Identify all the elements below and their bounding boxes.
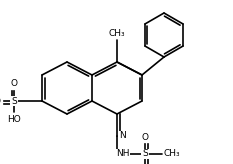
Text: NH: NH bbox=[116, 150, 130, 158]
Text: S: S bbox=[11, 96, 17, 105]
Text: CH₃: CH₃ bbox=[109, 29, 125, 38]
Text: O: O bbox=[141, 133, 148, 142]
Text: S: S bbox=[142, 150, 148, 158]
Text: O: O bbox=[10, 80, 17, 89]
Text: CH₃: CH₃ bbox=[164, 150, 180, 158]
Text: HO: HO bbox=[7, 115, 21, 124]
Text: N: N bbox=[119, 132, 125, 141]
